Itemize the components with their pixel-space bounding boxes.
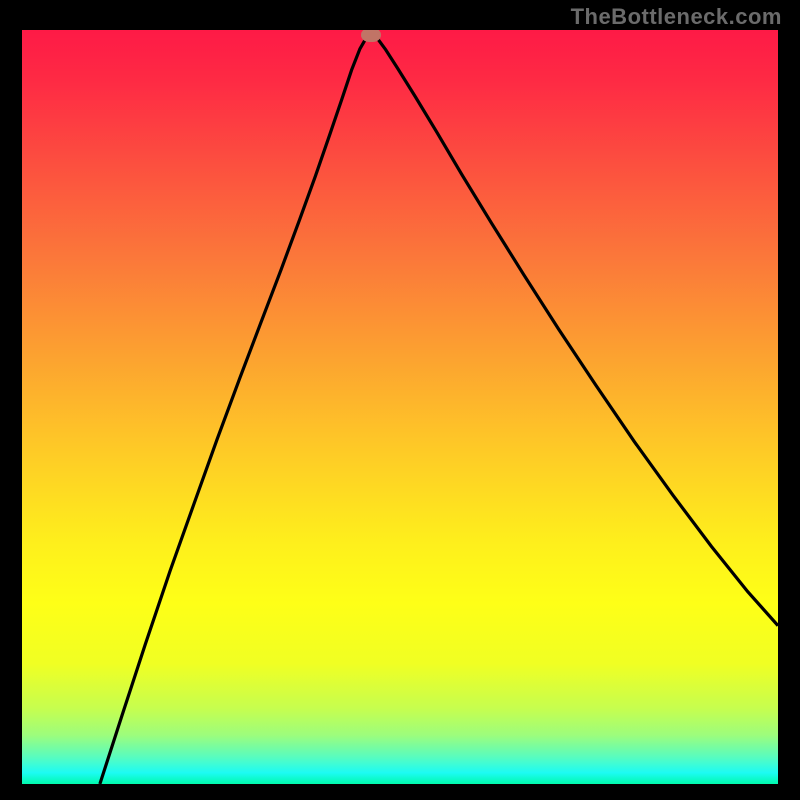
watermark-text: TheBottleneck.com <box>571 4 782 30</box>
curve-path <box>100 33 778 784</box>
chart-frame: TheBottleneck.com <box>0 0 800 800</box>
plot-area <box>22 30 778 784</box>
bottleneck-curve <box>22 30 778 784</box>
optimum-marker <box>361 30 381 42</box>
